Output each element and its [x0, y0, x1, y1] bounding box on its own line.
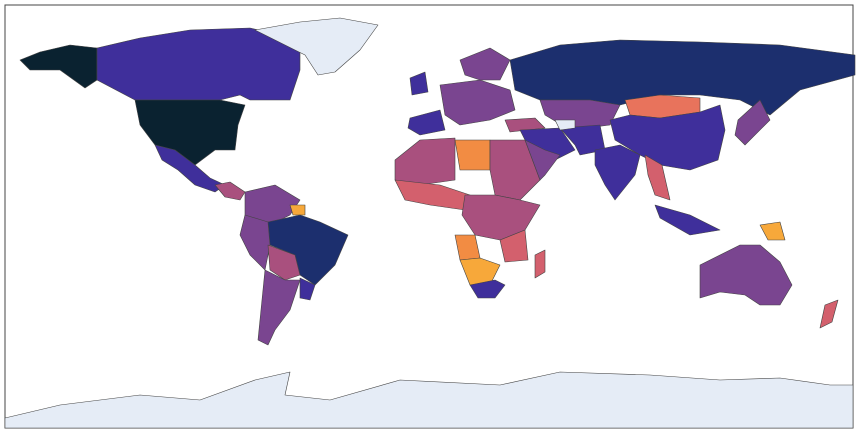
country: [819, 299, 839, 329]
country: [459, 257, 501, 286]
country: [257, 269, 301, 346]
country: [19, 44, 98, 89]
country: [609, 104, 726, 171]
territory: [4, 371, 854, 429]
country: [267, 214, 349, 286]
country: [439, 79, 516, 126]
country: [734, 99, 771, 146]
country: [504, 117, 546, 133]
country: [407, 109, 446, 136]
country: [559, 124, 606, 156]
country: [699, 244, 793, 306]
country: [267, 244, 301, 281]
country: [299, 277, 316, 301]
country: [134, 99, 246, 166]
country: [469, 279, 506, 299]
country: [759, 221, 786, 241]
territory: [554, 119, 576, 131]
country: [499, 229, 529, 263]
territory: [254, 17, 379, 76]
country: [409, 71, 429, 96]
country: [454, 139, 491, 171]
country: [644, 154, 671, 201]
country: [214, 181, 246, 201]
country: [524, 139, 561, 181]
country: [289, 204, 306, 216]
country: [594, 144, 641, 201]
country: [654, 204, 721, 236]
country: [534, 249, 546, 279]
country: [459, 47, 511, 81]
